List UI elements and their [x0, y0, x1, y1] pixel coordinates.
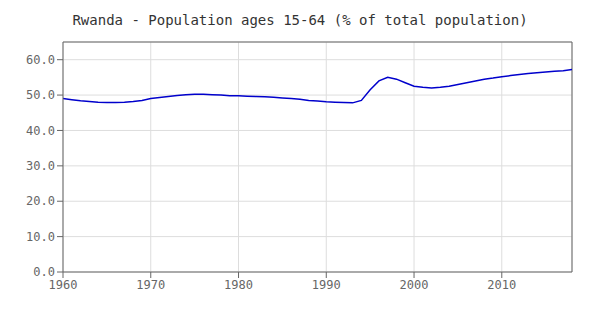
svg-text:0.0: 0.0 — [33, 265, 55, 279]
svg-text:20.0: 20.0 — [26, 194, 55, 208]
svg-text:10.0: 10.0 — [26, 230, 55, 244]
svg-text:1960: 1960 — [49, 278, 78, 292]
svg-text:1990: 1990 — [312, 278, 341, 292]
svg-text:60.0: 60.0 — [26, 53, 55, 67]
svg-text:30.0: 30.0 — [26, 159, 55, 173]
svg-text:40.0: 40.0 — [26, 124, 55, 138]
svg-text:50.0: 50.0 — [26, 88, 55, 102]
html-text:Rwanda - Population ages 15-64: Rwanda - Population ages 15-64 (% of tot… — [72, 12, 528, 28]
svg-text:1970: 1970 — [136, 278, 165, 292]
svg-text:2000: 2000 — [400, 278, 429, 292]
svg-text:2010: 2010 — [487, 278, 516, 292]
svg-text:1980: 1980 — [224, 278, 253, 292]
